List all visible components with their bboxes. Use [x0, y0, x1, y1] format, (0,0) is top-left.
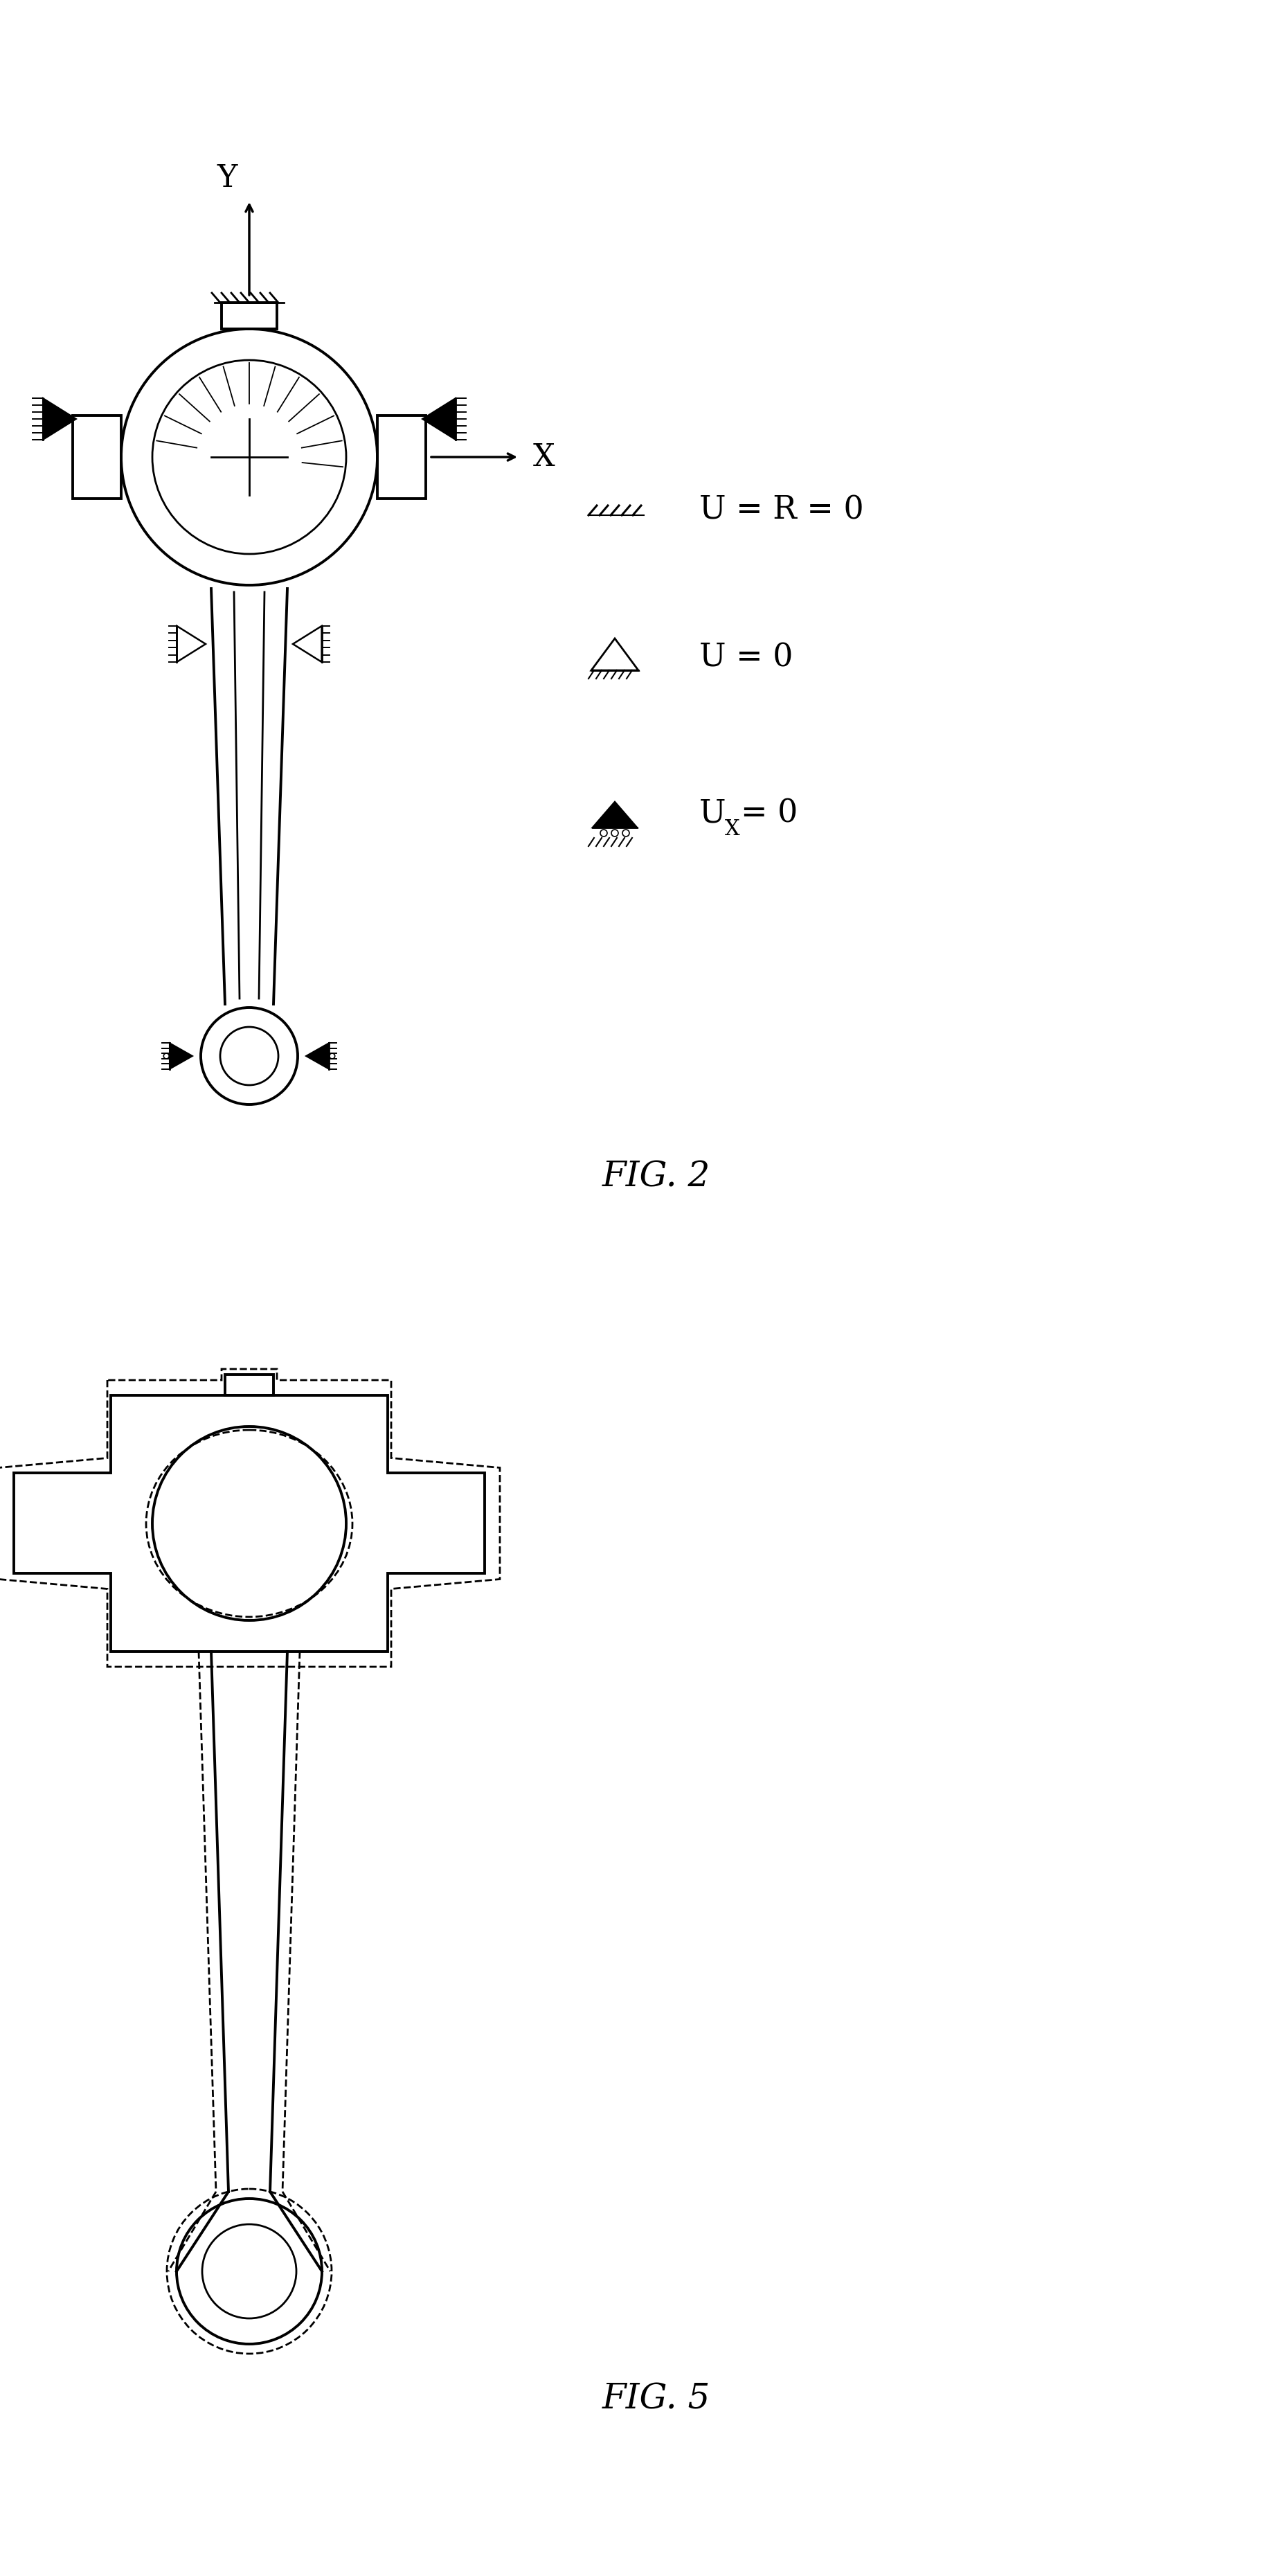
Polygon shape	[43, 399, 76, 440]
Text: U = 0: U = 0	[699, 641, 793, 672]
Polygon shape	[593, 801, 636, 827]
Bar	[222, 301, 276, 330]
Bar	[378, 415, 426, 500]
Text: Y: Y	[217, 162, 237, 193]
Bar	[72, 415, 122, 500]
Text: = 0: = 0	[740, 799, 797, 829]
Text: X: X	[533, 443, 555, 471]
Text: U = R = 0: U = R = 0	[699, 495, 863, 526]
Text: X: X	[725, 819, 740, 840]
Text: U: U	[699, 799, 726, 829]
Polygon shape	[422, 399, 455, 440]
Text: FIG. 2: FIG. 2	[602, 1159, 711, 1195]
Polygon shape	[170, 1043, 193, 1069]
Polygon shape	[305, 1043, 328, 1069]
Text: FIG. 5: FIG. 5	[602, 2383, 711, 2416]
Bar	[224, 1376, 274, 1396]
